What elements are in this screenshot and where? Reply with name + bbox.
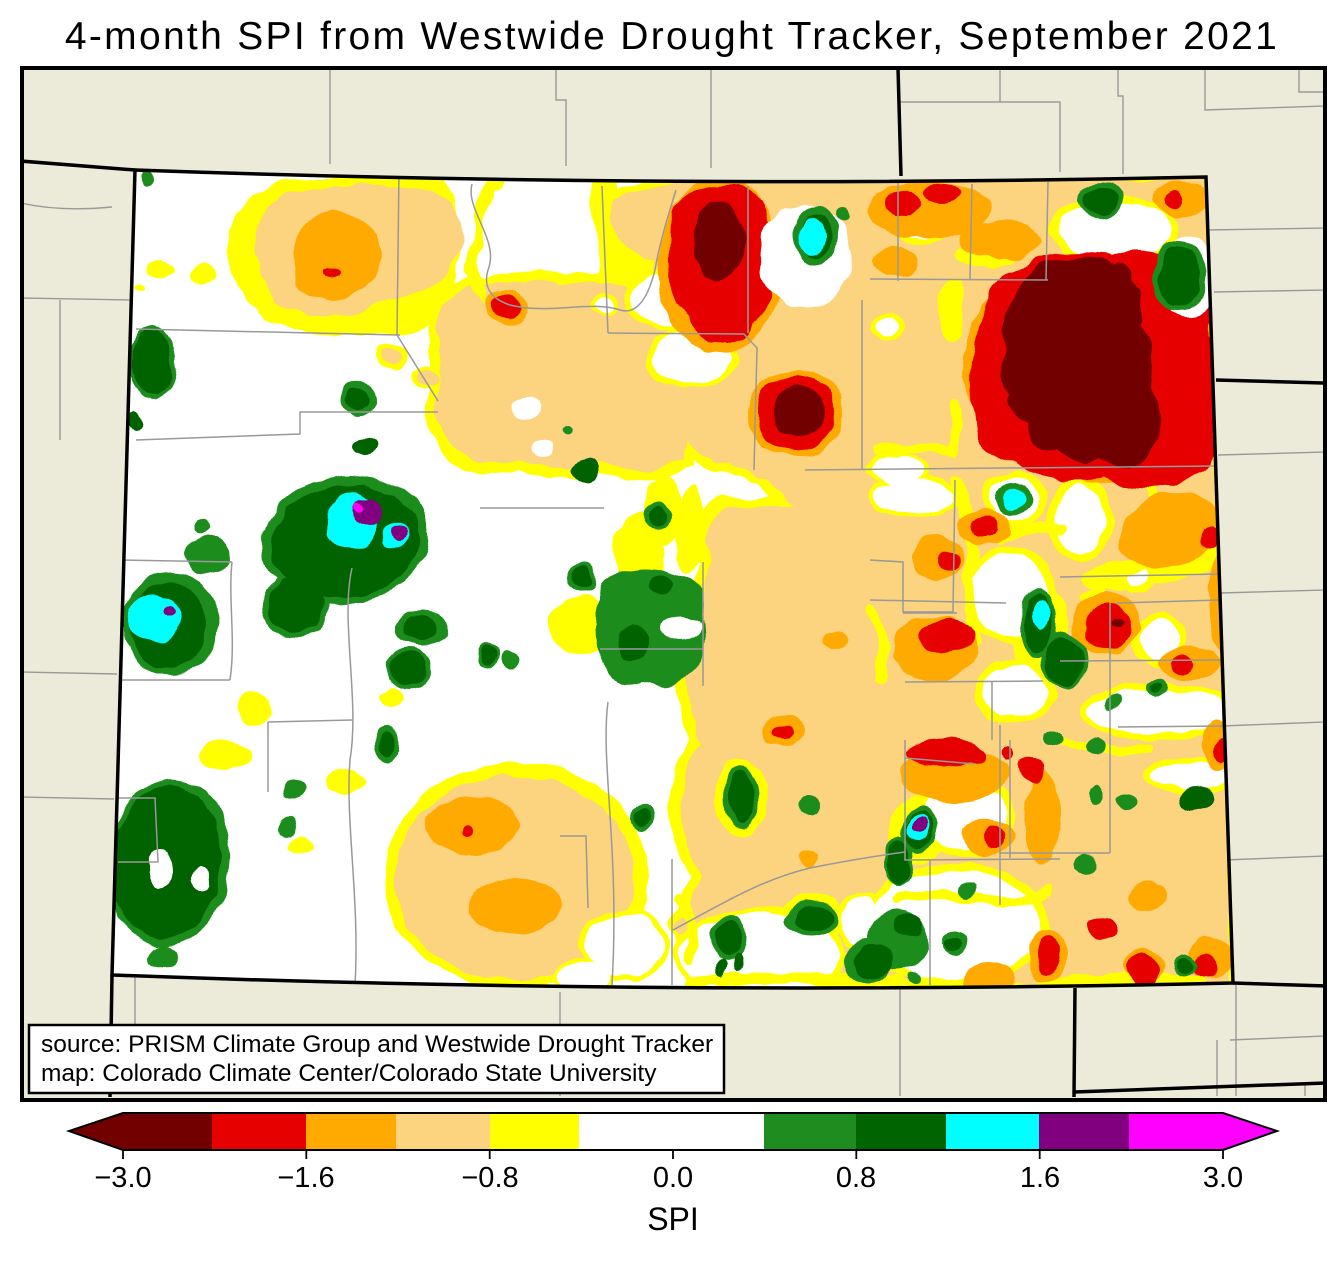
svg-text:map: Colorado Climate Center/C: map: Colorado Climate Center/Colorado St… bbox=[41, 1060, 657, 1087]
svg-text:−0.8: −0.8 bbox=[461, 1162, 518, 1194]
svg-text:3.0: 3.0 bbox=[1203, 1162, 1243, 1194]
svg-text:0.0: 0.0 bbox=[653, 1162, 693, 1194]
svg-text:1.6: 1.6 bbox=[1020, 1162, 1060, 1194]
svg-text:4-month SPI from Westwide Drou: 4-month SPI from Westwide Drought Tracke… bbox=[65, 15, 1279, 58]
svg-text:source: PRISM Climate Group an: source: PRISM Climate Group and Westwide… bbox=[41, 1031, 713, 1058]
svg-text:0.8: 0.8 bbox=[836, 1162, 876, 1194]
svg-text:−1.6: −1.6 bbox=[277, 1162, 334, 1194]
svg-text:SPI: SPI bbox=[647, 1201, 699, 1237]
svg-text:−3.0: −3.0 bbox=[94, 1162, 151, 1194]
